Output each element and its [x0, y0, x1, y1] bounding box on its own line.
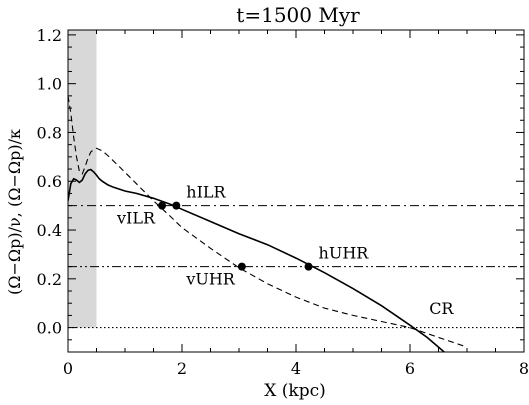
y-tick-label: 0.6	[37, 172, 62, 191]
y-tick-label: 1.0	[37, 75, 62, 94]
chart-title: t=1500 Myr	[236, 3, 360, 27]
marker-hilr	[172, 201, 181, 210]
annotation-cr: CR	[429, 299, 454, 318]
x-tick-label: 6	[405, 359, 415, 378]
marker-label-hilr: hILR	[186, 183, 226, 202]
marker-vilr	[158, 201, 167, 210]
marker-label-vilr: vILR	[116, 209, 156, 228]
x-tick-label: 8	[519, 359, 529, 378]
y-tick-label: 0.2	[37, 270, 62, 289]
x-tick-label: 0	[63, 359, 73, 378]
x-tick-label: 2	[177, 359, 187, 378]
y-tick-label: 0.0	[37, 319, 62, 338]
x-tick-label: 4	[291, 359, 301, 378]
marker-huhr	[304, 262, 313, 271]
axes-frame	[67, 29, 525, 353]
y-axis-label: (Ω−Ωp)/ν, (Ω−Ωp)/κ	[5, 129, 24, 295]
y-tick-label: 0.8	[37, 123, 62, 142]
marker-label-huhr: hUHR	[319, 244, 370, 263]
series-line-dashed	[68, 95, 468, 348]
plot-area: vILR hILR vUHR hUHR CR 0 2 4 6 8 0.0 0.2 0.4 0.6 0.8 1.…	[37, 26, 529, 378]
x-axis-label: X (kpc)	[264, 381, 325, 401]
marker-label-vuhr: vUHR	[185, 270, 235, 289]
series-line-solid	[68, 168, 445, 352]
y-tick-label: 0.4	[37, 221, 62, 240]
marker-vuhr	[237, 262, 246, 271]
y-tick-label: 1.2	[37, 26, 62, 45]
